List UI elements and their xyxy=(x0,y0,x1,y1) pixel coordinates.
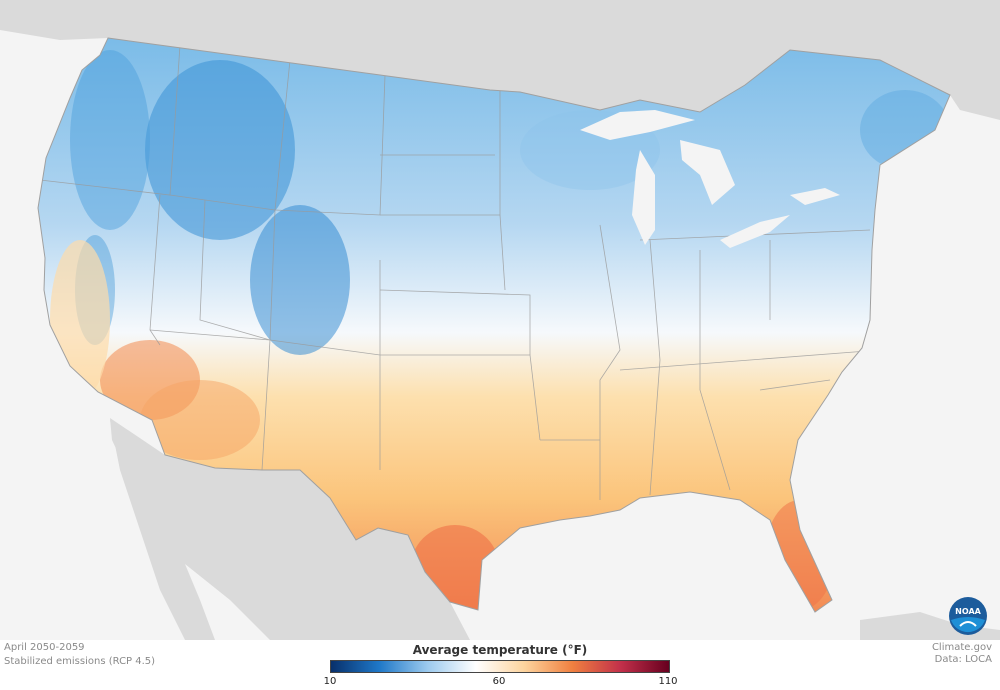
data-credit: Data: LOCA xyxy=(934,654,992,665)
legend-tick-max: 110 xyxy=(658,676,678,687)
temperature-map xyxy=(0,0,1000,640)
lake-ontario xyxy=(790,188,840,205)
period-label: April 2050-2059 xyxy=(4,642,85,653)
canada-landmass xyxy=(0,0,1000,120)
legend-tick-min: 10 xyxy=(323,676,337,687)
site-credit: Climate.gov xyxy=(931,642,992,653)
legend-tick-mid: 60 xyxy=(492,676,506,687)
footer-bar: April 2050-2059 Stabilized emissions (RC… xyxy=(0,640,1000,690)
lake-erie xyxy=(720,215,790,248)
scenario-label: Stabilized emissions (RCP 4.5) xyxy=(4,656,156,667)
noaa-logo-icon: NOAA xyxy=(949,597,987,635)
lake-superior xyxy=(580,110,695,140)
lake-michigan xyxy=(632,150,655,245)
noaa-logo-text: NOAA xyxy=(955,607,981,616)
mexico-landmass xyxy=(110,418,470,640)
legend-color-bar xyxy=(330,660,670,673)
baja-peninsula xyxy=(110,420,215,640)
legend-title: Average temperature (°F) xyxy=(412,643,588,657)
lake-huron xyxy=(680,140,735,205)
